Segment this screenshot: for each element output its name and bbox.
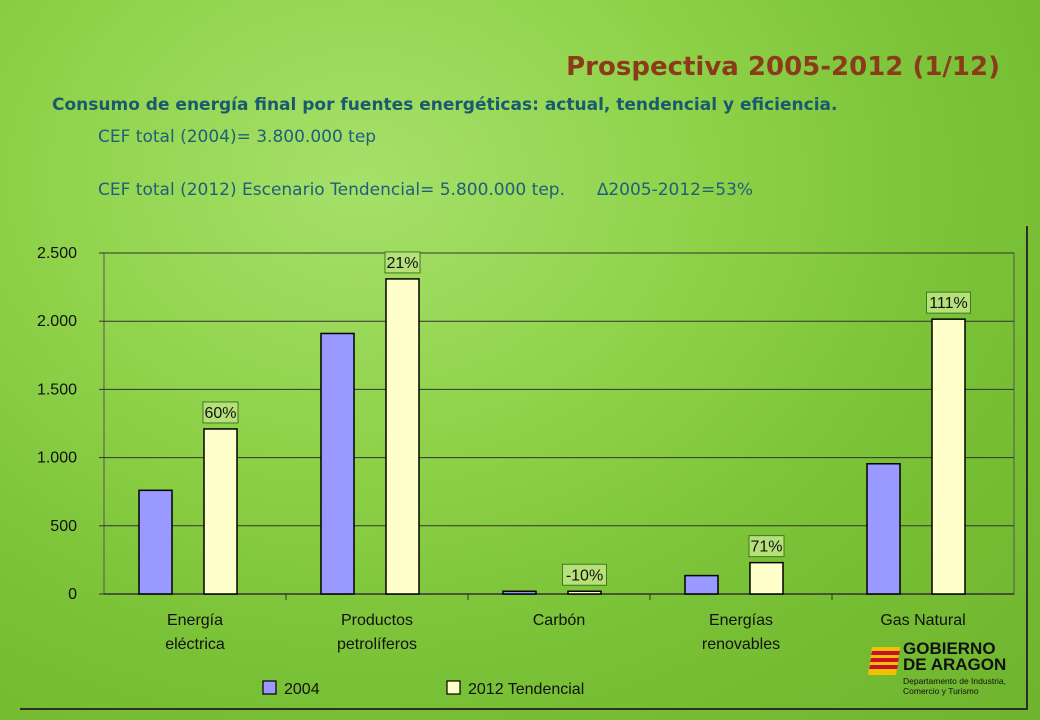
aragon-flag-icon [868, 647, 900, 675]
data-label-box [748, 535, 785, 558]
bar-2012 [203, 428, 238, 595]
data-label-box [926, 291, 971, 314]
bar-2004 [684, 574, 719, 595]
logo-dept-line2: Comercio y Turismo [903, 686, 979, 696]
x-category-label: Carbón [533, 612, 585, 629]
cef-2012-text: CEF total (2012) Escenario Tendencial= 5… [98, 180, 565, 200]
data-label-box [562, 563, 607, 586]
frame-border-bottom [20, 708, 1028, 710]
logo-department: Departamento de Industria, Comercio y Tur… [903, 676, 1006, 696]
bar-2012 [931, 318, 966, 595]
x-category-label: eléctrica [165, 636, 225, 653]
y-tick-label: 1.000 [37, 450, 77, 467]
logo-name-line1: GOBIERNO [903, 639, 996, 658]
x-category-label: Gas Natural [880, 612, 965, 629]
data-label: 111% [929, 295, 968, 312]
gobierno-aragon-logo: GOBIERNO DE ARAGON Departamento de Indust… [868, 639, 1018, 701]
y-tick-label: 1.500 [37, 381, 77, 398]
logo-dept-line1: Departamento de Industria, [903, 676, 1007, 686]
data-label-box [202, 401, 239, 424]
bar-2004 [502, 590, 537, 595]
legend-swatch [262, 680, 277, 695]
delta-text: ∆2005-2012=53% [596, 180, 754, 200]
bar-chart: 0 500 1.000 1.500 2.000 2.500 60% Energía eléctr… [37, 245, 1015, 698]
x-category-label: Energía [167, 612, 223, 629]
bar-2004 [320, 332, 355, 595]
legend-swatch [446, 680, 461, 695]
data-label-box [384, 251, 421, 274]
bar-2012 [385, 278, 420, 595]
bar-2004 [138, 489, 173, 595]
data-label: 71% [750, 539, 782, 556]
x-category-label: Productos [341, 612, 413, 629]
bar-2004 [866, 462, 901, 595]
x-category-label: renovables [702, 636, 780, 653]
bar-2012 [567, 590, 602, 595]
y-tick-label: 500 [50, 518, 77, 535]
slide-title: Prospectiva 2005-2012 (1/12) [566, 52, 1000, 82]
y-tick-label: 0 [68, 586, 77, 603]
y-tick-label: 2.500 [37, 245, 77, 262]
slide-subtitle: Consumo de energía final por fuentes ene… [52, 95, 838, 115]
legend-label: 2004 [284, 681, 320, 698]
logo-name: GOBIERNO DE ARAGON [903, 639, 1007, 674]
cef-total-2004: CEF total (2004)= 3.800.000 tep [98, 127, 377, 147]
y-tick-label: 2.000 [37, 313, 77, 330]
x-category-label: Energías [709, 612, 773, 629]
data-label: -10% [566, 567, 603, 584]
x-category-label: petrolíferos [337, 636, 417, 653]
bar-2012 [749, 561, 784, 595]
data-label: 60% [204, 405, 236, 422]
legend-label: 2012 Tendencial [468, 681, 584, 698]
frame-border-right [1026, 226, 1028, 710]
logo-name-line2: DE ARAGON [903, 655, 1007, 674]
cef-total-2012: CEF total (2012) Escenario Tendencial= 5… [98, 180, 753, 200]
data-label: 21% [386, 255, 418, 272]
